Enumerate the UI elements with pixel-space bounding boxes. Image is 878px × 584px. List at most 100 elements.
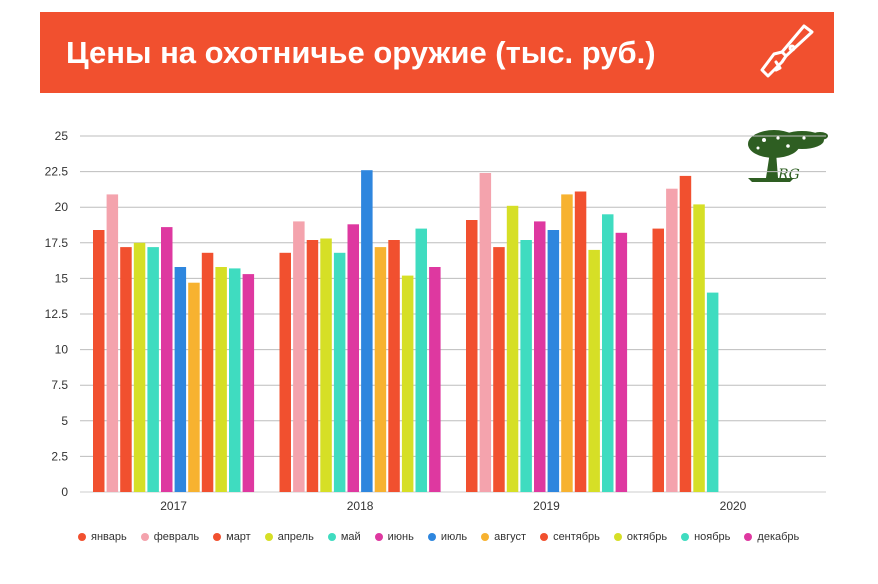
bar-2019-4 bbox=[520, 240, 532, 492]
y-tick-label: 12.5 bbox=[45, 307, 69, 321]
x-tick-label: 2018 bbox=[347, 499, 374, 513]
legend-dot-icon bbox=[213, 533, 222, 541]
bar-2017-11 bbox=[242, 274, 255, 492]
legend-label: январь bbox=[91, 531, 127, 543]
y-tick-label: 22.5 bbox=[45, 165, 69, 179]
bar-2019-6 bbox=[547, 230, 560, 492]
legend-item: октябрь bbox=[613, 530, 668, 544]
legend-dot-icon bbox=[481, 533, 490, 541]
legend-item: декабрь bbox=[744, 530, 799, 544]
bar-2018-3 bbox=[320, 238, 332, 492]
bar-2017-9 bbox=[215, 267, 227, 492]
legend-label: октябрь bbox=[626, 531, 668, 543]
bars bbox=[93, 170, 719, 493]
legend-dot-icon bbox=[613, 533, 622, 541]
bar-2019-1 bbox=[479, 173, 492, 492]
y-axis-ticks: 0 2.5 5 7.5 10 12.5 15 17.5 20 22.5 25 bbox=[45, 129, 69, 499]
y-tick-label: 20 bbox=[55, 200, 69, 214]
bar-2019-9 bbox=[588, 249, 600, 492]
legend-label: март bbox=[226, 531, 251, 543]
bar-2020-1 bbox=[666, 188, 678, 492]
bar-2019-8 bbox=[574, 191, 587, 492]
logo-text: ARG bbox=[768, 167, 800, 183]
y-tick-label: 0 bbox=[61, 485, 68, 499]
bar-2020-0 bbox=[652, 228, 664, 492]
bar-2018-5 bbox=[347, 224, 359, 493]
legend-item: май bbox=[327, 530, 361, 544]
legend-item: январь bbox=[78, 530, 127, 544]
y-tick-label: 15 bbox=[55, 271, 69, 285]
x-tick-label: 2017 bbox=[160, 499, 187, 513]
legend-item: апрель bbox=[264, 530, 314, 544]
bar-2018-1 bbox=[293, 221, 305, 492]
legend-label: ноябрь bbox=[694, 531, 731, 543]
y-tick-label: 5 bbox=[61, 414, 68, 428]
bar-2019-11 bbox=[615, 232, 628, 493]
bar-2020-4 bbox=[706, 292, 719, 492]
bar-2020-2 bbox=[679, 175, 692, 492]
y-tick-label: 10 bbox=[55, 343, 69, 357]
legend-label: июнь bbox=[387, 531, 414, 543]
bar-2017-4 bbox=[147, 247, 159, 492]
legend-item: ноябрь bbox=[681, 530, 730, 544]
bar-2018-10 bbox=[415, 228, 427, 492]
legend-dot-icon bbox=[540, 533, 549, 541]
legend-dot-icon bbox=[427, 533, 436, 541]
legend-dot-icon bbox=[744, 533, 753, 541]
legend-dot-icon bbox=[264, 533, 273, 541]
bar-2018-6 bbox=[361, 170, 373, 492]
bar-2017-1 bbox=[106, 194, 119, 492]
bar-2019-10 bbox=[602, 214, 614, 493]
bar-2017-10 bbox=[229, 268, 241, 492]
bar-2020-3 bbox=[693, 204, 705, 492]
bar-2019-3 bbox=[506, 205, 519, 493]
y-tick-label: 17.5 bbox=[45, 236, 69, 250]
bar-2018-4 bbox=[333, 252, 346, 492]
x-axis-ticks: 2017 2018 2019 2020 bbox=[160, 499, 746, 513]
legend-dot-icon bbox=[327, 533, 336, 541]
title-banner: Цены на охотничье оружие (тыс. руб.) bbox=[40, 12, 834, 93]
legend-item: февраль bbox=[140, 530, 200, 544]
legend-label: июль bbox=[440, 531, 468, 543]
bar-2017-7 bbox=[188, 282, 200, 492]
legend-item: август bbox=[481, 530, 526, 544]
legend-dot-icon bbox=[140, 533, 149, 541]
legend-dot-icon bbox=[78, 533, 86, 541]
y-tick-label: 7.5 bbox=[51, 378, 68, 392]
legend-dot-icon bbox=[681, 533, 690, 541]
bar-2018-2 bbox=[306, 240, 319, 492]
bar-2017-6 bbox=[174, 267, 187, 492]
legend-label: май bbox=[340, 531, 361, 543]
chart-title: Цены на охотничье оружие (тыс. руб.) bbox=[66, 35, 656, 70]
bar-2017-8 bbox=[201, 252, 214, 492]
legend-item: сентябрь bbox=[540, 530, 600, 544]
legend: январь февраль март апрель май июнь июль август… bbox=[78, 530, 838, 544]
x-tick-label: 2019 bbox=[533, 499, 560, 513]
legend-label: август bbox=[494, 531, 527, 543]
bar-2018-7 bbox=[374, 247, 387, 492]
x-tick-label: 2020 bbox=[720, 499, 747, 513]
legend-item: март bbox=[213, 530, 251, 544]
legend-item: июль bbox=[427, 530, 468, 544]
bar-2018-9 bbox=[401, 275, 414, 492]
legend-label: апрель bbox=[277, 531, 314, 543]
bar-2018-0 bbox=[279, 252, 291, 492]
rifle-icon bbox=[760, 24, 814, 78]
legend-label: февраль bbox=[153, 531, 200, 543]
y-tick-label: 2.5 bbox=[51, 449, 68, 463]
legend-dot-icon bbox=[374, 533, 383, 541]
legend-label: декабрь bbox=[757, 531, 800, 543]
bar-2019-7 bbox=[561, 194, 573, 492]
legend-label: сентябрь bbox=[553, 531, 600, 543]
bar-2019-2 bbox=[493, 247, 505, 492]
bar-2018-8 bbox=[388, 240, 400, 492]
bar-2019-5 bbox=[534, 221, 546, 492]
legend-item: июнь bbox=[374, 530, 414, 544]
y-tick-label: 25 bbox=[55, 129, 69, 143]
bar-2019-0 bbox=[466, 220, 478, 492]
bar-2017-2 bbox=[120, 247, 132, 492]
bar-2018-11 bbox=[429, 267, 441, 492]
bar-2017-3 bbox=[133, 242, 146, 492]
bar-2017-0 bbox=[93, 230, 105, 492]
